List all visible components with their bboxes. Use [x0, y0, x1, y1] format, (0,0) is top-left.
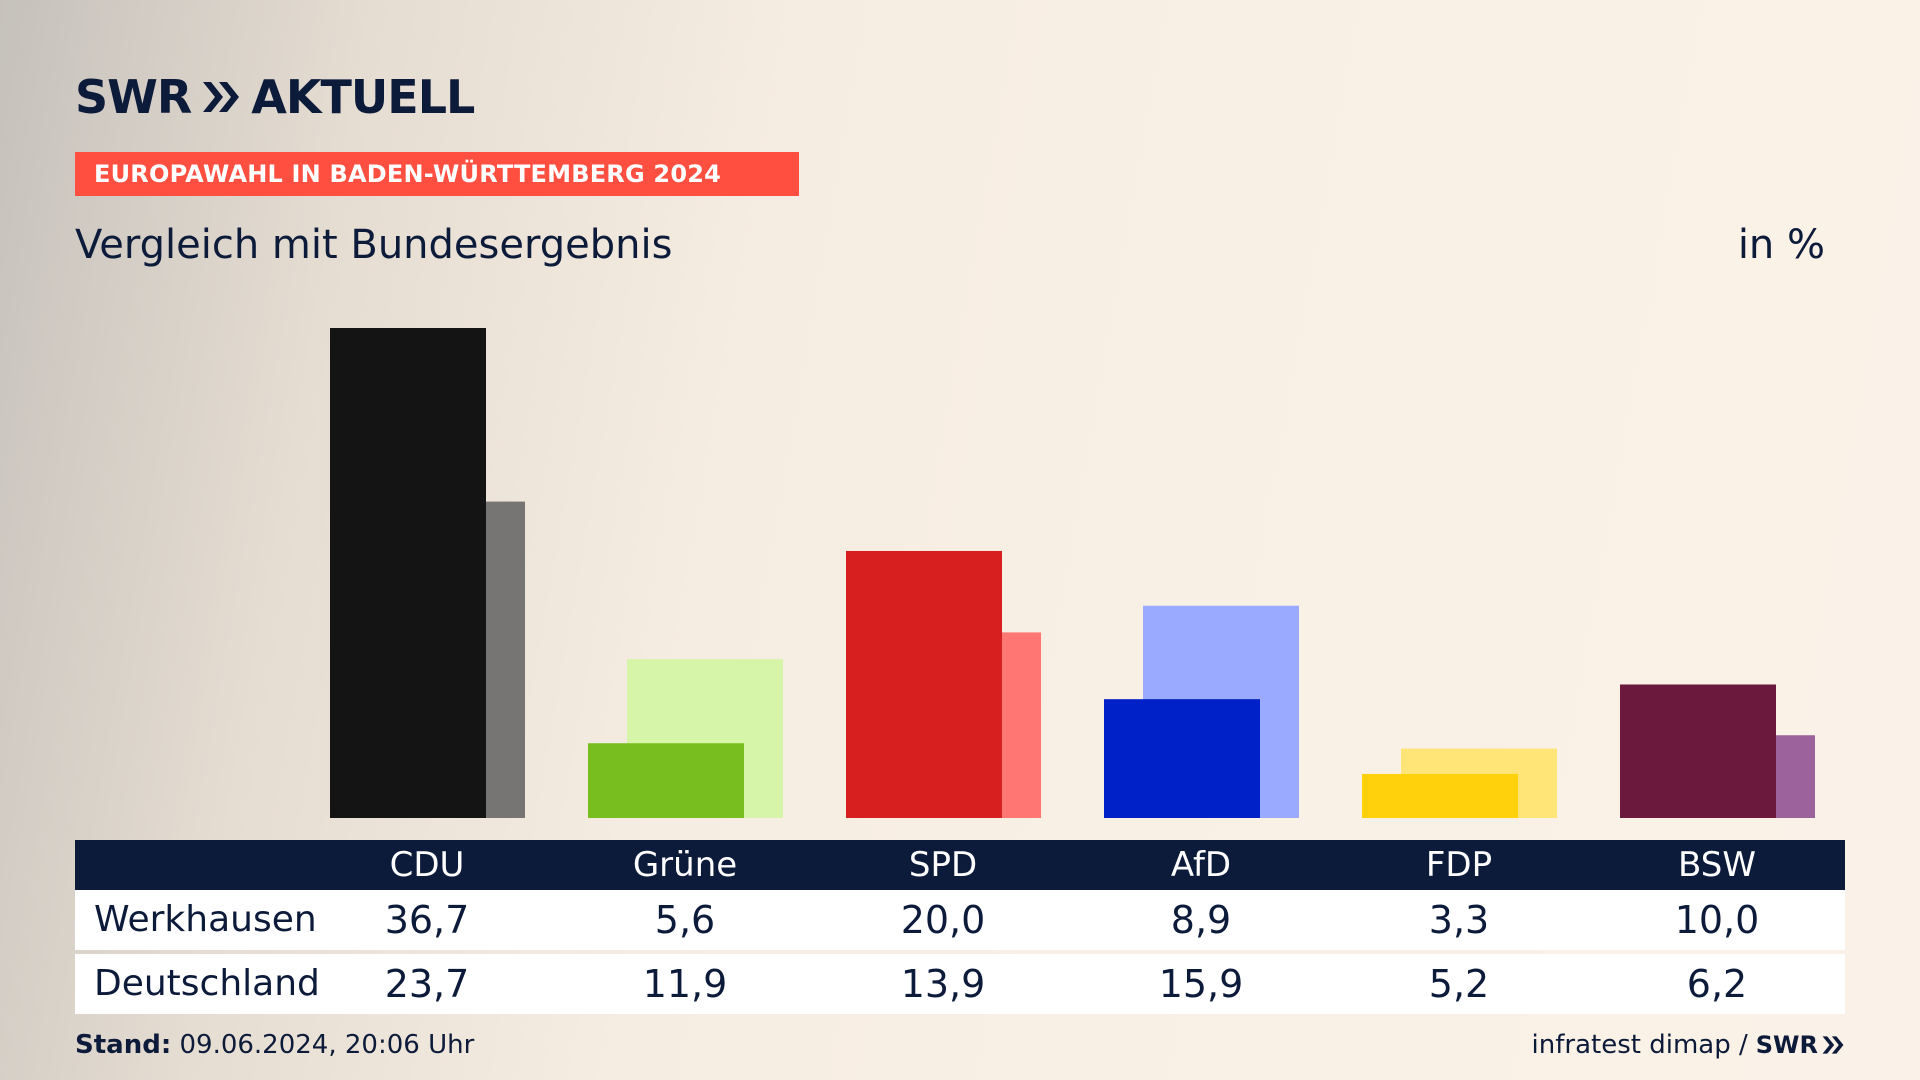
footer-stand: Stand: 09.06.2024, 20:06 Uhr [75, 1030, 474, 1060]
value-afd: 8,9 [1170, 898, 1232, 942]
source-text: infratest dimap / [1531, 1030, 1748, 1060]
table-header: CDU Grüne SPD AfD FDP BSW [75, 840, 1845, 890]
bar-bsw-werkhausen [1620, 684, 1776, 818]
header-cdu: CDU [389, 845, 465, 885]
value-spd: 13,9 [900, 962, 986, 1006]
table-row-werkhausen: Werkhausen 36,7 5,6 20,0 8,9 3,3 10,0 [75, 890, 1845, 950]
row-label: Werkhausen [94, 899, 317, 940]
unit-label: in % [1737, 222, 1825, 268]
bar-cdu-werkhausen [330, 328, 486, 818]
value-fdp: 3,3 [1428, 898, 1490, 942]
logo-swr: SWR [75, 70, 192, 124]
value-bsw: 6,2 [1686, 962, 1748, 1006]
swr-aktuell-logo: SWR AKTUELL [75, 70, 475, 124]
logo-aktuell: AKTUELL [251, 70, 475, 124]
stand-label: Stand: [75, 1030, 172, 1060]
value-spd: 20,0 [900, 898, 986, 942]
value-fdp: 5,2 [1428, 962, 1490, 1006]
bar-gruene-werkhausen [588, 743, 744, 818]
value-cdu: 23,7 [384, 962, 470, 1006]
source-chevrons-icon [1822, 1036, 1844, 1054]
value-gruene: 11,9 [642, 962, 728, 1006]
source-logo: SWR [1756, 1031, 1845, 1059]
election-banner: EUROPAWAHL IN BADEN-WÜRTTEMBERG 2024 [75, 152, 799, 196]
header-spd: SPD [908, 845, 978, 885]
header-afd: AfD [1170, 845, 1232, 885]
bar-spd-werkhausen [846, 550, 1002, 818]
value-bsw: 10,0 [1674, 898, 1760, 942]
table-body: Werkhausen 36,7 5,6 20,0 8,9 3,3 10,0 Deutschla… [75, 890, 1845, 1014]
header-bsw: BSW [1678, 845, 1756, 885]
footer-source: infratest dimap / SWR [1532, 1030, 1845, 1060]
table-row-deutschland: Deutschland 23,7 11,9 13,9 15,9 5,2 6,2 [75, 954, 1845, 1014]
results-table: CDU Grüne SPD AfD FDP BSW Werkhausen 36,7 5,6 20… [75, 840, 1845, 1014]
header-gruene: Grüne [632, 845, 738, 885]
row-label: Deutschland [94, 963, 320, 1004]
chart-subtitle: Vergleich mit Bundesergebnis [75, 222, 673, 268]
value-gruene: 5,6 [654, 898, 716, 942]
bar-afd-werkhausen [1104, 699, 1260, 818]
value-afd: 15,9 [1158, 962, 1244, 1006]
bar-fdp-werkhausen [1362, 773, 1518, 818]
value-cdu: 36,7 [384, 898, 470, 942]
logo-chevrons-icon [201, 78, 241, 116]
header-fdp: FDP [1425, 845, 1493, 885]
source-logo-text: SWR [1755, 1031, 1818, 1059]
stand-value: 09.06.2024, 20:06 Uhr [179, 1030, 475, 1060]
